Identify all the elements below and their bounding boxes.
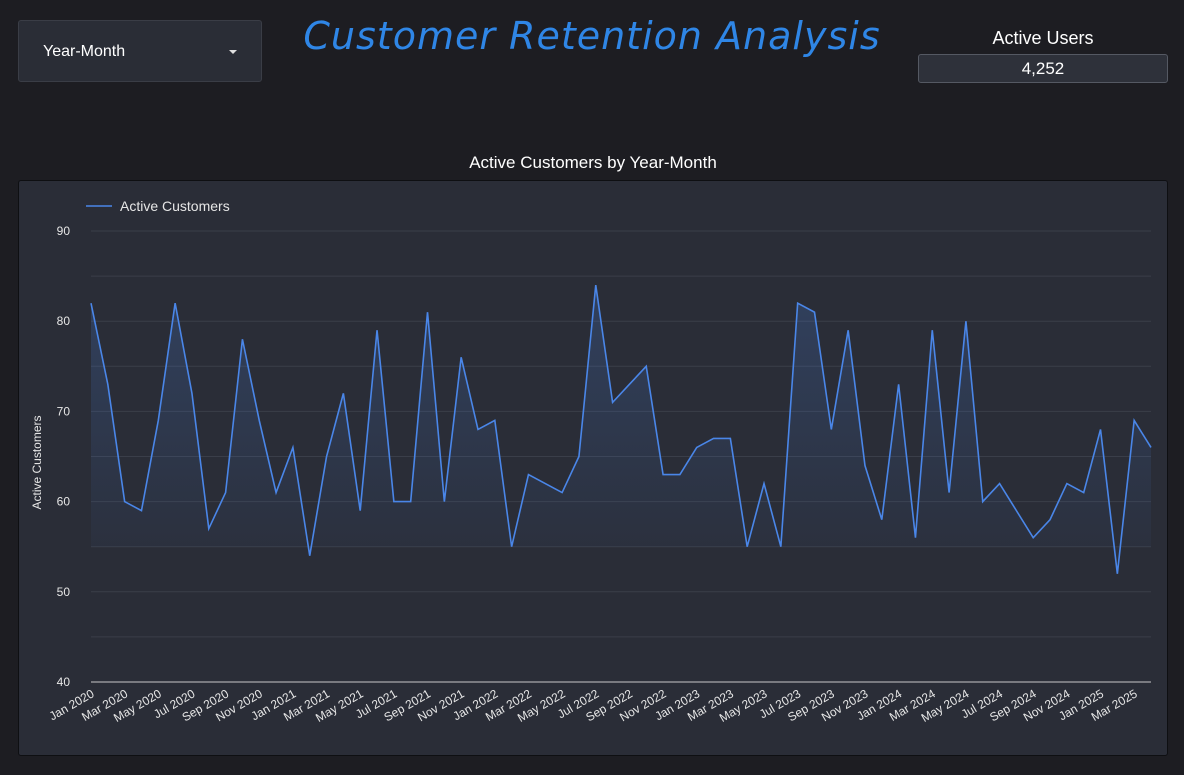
data-point — [779, 545, 783, 549]
y-tick-label: 90 — [57, 224, 71, 238]
data-point — [678, 473, 682, 477]
data-point — [341, 391, 345, 395]
data-point — [392, 500, 396, 504]
y-tick-label: 40 — [57, 675, 71, 689]
data-point — [409, 500, 413, 504]
data-point — [106, 382, 110, 386]
data-point — [375, 328, 379, 332]
data-point — [897, 382, 901, 386]
data-point — [913, 536, 917, 540]
data-point — [762, 482, 766, 486]
page-title: Customer Retention Analysis — [303, 14, 881, 58]
data-point — [880, 518, 884, 522]
y-tick-label: 60 — [57, 495, 71, 509]
data-point — [695, 445, 699, 449]
data-point — [190, 391, 194, 395]
data-point — [325, 455, 329, 459]
data-point — [1082, 491, 1086, 495]
data-point — [426, 310, 430, 314]
series-area — [91, 285, 1151, 574]
data-point — [224, 491, 228, 495]
data-point — [728, 436, 732, 440]
data-point — [1115, 572, 1119, 576]
data-point — [139, 509, 143, 513]
data-point — [863, 464, 867, 468]
data-point — [981, 500, 985, 504]
data-point — [661, 473, 665, 477]
data-point — [930, 328, 934, 332]
data-point — [358, 509, 362, 513]
data-point — [560, 491, 564, 495]
data-point — [173, 301, 177, 305]
data-point — [644, 364, 648, 368]
data-point — [291, 445, 295, 449]
data-point — [274, 491, 278, 495]
data-point — [89, 301, 93, 305]
data-point — [1132, 418, 1136, 422]
data-point — [1149, 445, 1153, 449]
data-point — [1014, 509, 1018, 513]
data-point — [594, 283, 598, 287]
data-point — [207, 527, 211, 531]
data-point — [627, 382, 631, 386]
data-point — [510, 545, 514, 549]
chart-panel: 40 50 60 70 80 90 Active Customers Jan 2020 Mar … — [18, 180, 1168, 756]
data-point — [846, 328, 850, 332]
caret-down-icon — [229, 50, 237, 54]
kpi-title: Active Users — [992, 28, 1094, 48]
data-point — [543, 482, 547, 486]
data-point — [257, 418, 261, 422]
data-point — [1099, 427, 1103, 431]
year-month-dropdown[interactable]: Year-Month — [18, 20, 262, 82]
data-point — [308, 554, 312, 558]
data-point — [1031, 536, 1035, 540]
data-point — [998, 482, 1002, 486]
data-point — [526, 473, 530, 477]
chart-title: Active Customers by Year-Month — [469, 153, 717, 172]
data-point — [577, 455, 581, 459]
data-point — [611, 400, 615, 404]
data-point — [442, 500, 446, 504]
y-axis-label: Active Customers — [30, 415, 44, 509]
y-tick-label: 80 — [57, 314, 71, 328]
data-point — [493, 418, 497, 422]
data-point — [123, 500, 127, 504]
series-line-active-customers — [90, 285, 1152, 574]
data-point — [745, 545, 749, 549]
legend-label: Active Customers — [120, 198, 230, 214]
data-point — [1048, 518, 1052, 522]
data-point — [812, 310, 816, 314]
data-point — [796, 301, 800, 305]
y-tick-label: 50 — [57, 585, 71, 599]
data-point — [240, 337, 244, 341]
data-point — [156, 418, 160, 422]
data-point — [829, 427, 833, 431]
data-point — [1065, 482, 1069, 486]
data-point — [964, 319, 968, 323]
kpi-value: 4,252 — [918, 54, 1168, 83]
data-point — [476, 427, 480, 431]
data-point — [947, 491, 951, 495]
y-tick-label: 70 — [57, 404, 71, 418]
data-point — [459, 355, 463, 359]
data-point — [712, 436, 716, 440]
year-month-dropdown-label: Year-Month — [43, 43, 126, 60]
